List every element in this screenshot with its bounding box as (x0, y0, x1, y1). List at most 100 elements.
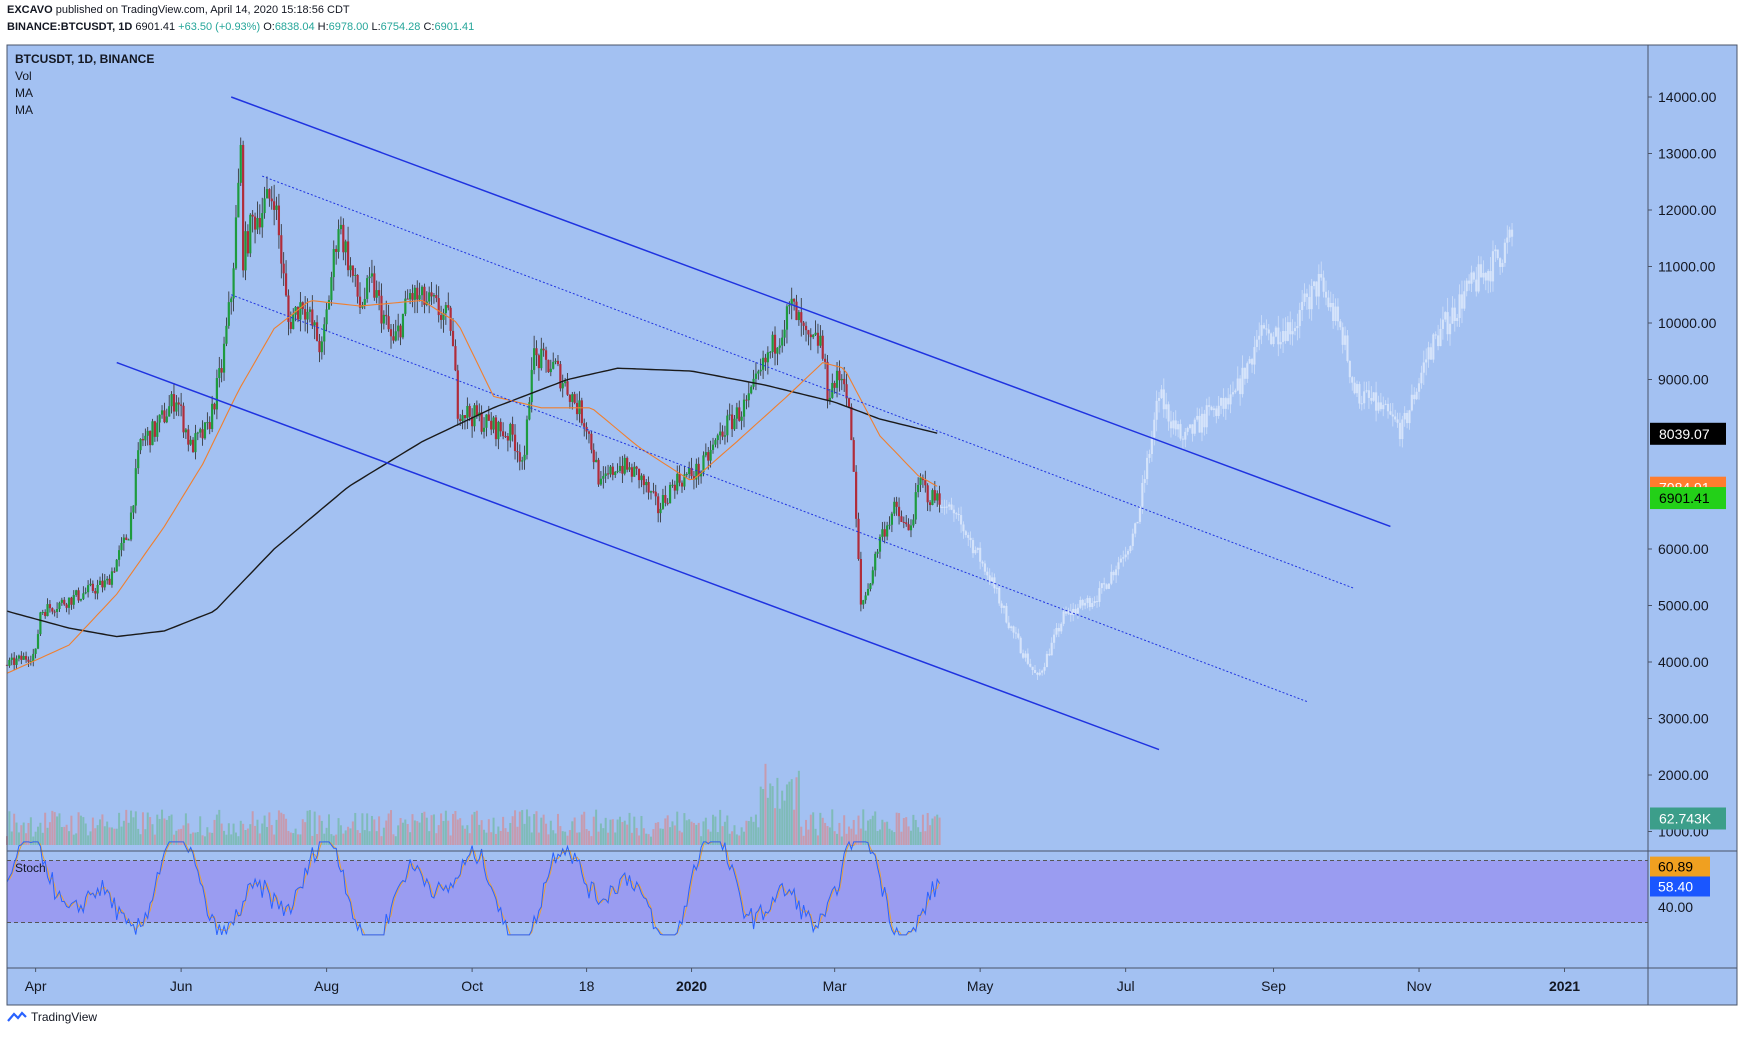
price-candle (246, 231, 250, 254)
time-tick-label: 18 (579, 978, 595, 994)
price-candle (308, 309, 312, 312)
volume-bar (411, 814, 414, 845)
price-candle (60, 599, 63, 603)
volume-bar (807, 829, 810, 845)
volume-bar (139, 834, 142, 845)
volume-bar (289, 832, 292, 845)
price-candle (32, 653, 35, 662)
volume-bar (437, 825, 440, 845)
projection-candle (1441, 319, 1444, 329)
price-candle (759, 369, 762, 372)
price-candle (609, 466, 612, 475)
projection-candle (1499, 258, 1502, 267)
volume-bar (847, 826, 850, 845)
projection-candle (1143, 479, 1146, 483)
projection-candle (1131, 533, 1134, 547)
volume-bar (354, 812, 357, 845)
projection-candle (1403, 412, 1406, 420)
time-tick-label: Jun (170, 978, 193, 994)
price-candle (294, 306, 297, 315)
channel-line-1[interactable] (230, 96, 1391, 528)
price-candle (163, 410, 166, 423)
stoch-label[interactable]: Stoch (15, 861, 46, 875)
volume-bar (864, 830, 867, 845)
volume-bar (852, 819, 855, 845)
volume-bar (65, 824, 68, 845)
stoch-d-price-label: 58.40 (1658, 878, 1693, 894)
volume-bar (769, 783, 772, 845)
volume-bar (549, 820, 552, 845)
price-candle (168, 406, 171, 417)
footer[interactable]: TradingView (7, 1010, 97, 1024)
volume-bar (654, 822, 657, 845)
price-candle (165, 416, 168, 423)
projection-candle (1239, 378, 1242, 395)
price-candle (304, 309, 307, 320)
price-tick-label: 3000.00 (1658, 711, 1709, 727)
legend-ma-1[interactable]: MA (15, 86, 33, 100)
volume-bar (392, 834, 395, 845)
projection-candle (1200, 413, 1204, 433)
volume-bar (871, 815, 874, 845)
projection-candle (1076, 607, 1080, 614)
projection-candle (1391, 414, 1394, 417)
volume-bar (878, 829, 881, 845)
projection-candle (1060, 623, 1063, 632)
projection-candle (1138, 506, 1142, 522)
price-candle (67, 597, 71, 608)
projection-candle (1410, 394, 1413, 411)
stoch-pane[interactable] (6, 840, 1648, 968)
price-candle (928, 502, 932, 505)
volume-bar (430, 815, 433, 845)
price-candle (847, 398, 851, 407)
volume-bar (907, 826, 910, 845)
price-candle (268, 189, 271, 199)
volume-bar (385, 820, 388, 845)
price-candle (258, 218, 261, 228)
price-candle (175, 402, 178, 412)
price-candle (864, 595, 867, 601)
price-candle (98, 580, 102, 585)
main-pane[interactable] (5, 45, 1648, 851)
legend-vol[interactable]: Vol (15, 69, 32, 83)
price-candle (509, 424, 512, 441)
volume-bar (537, 832, 540, 845)
price-candle (852, 440, 855, 472)
price-candle (764, 357, 767, 363)
price-candle (874, 553, 877, 571)
price-candle (683, 474, 686, 487)
volume-bar (890, 830, 893, 845)
price-candle (265, 189, 269, 199)
volume-bar (466, 825, 469, 845)
volume-bar (361, 813, 364, 845)
price-candle (380, 295, 383, 324)
time-tick-label: May (967, 978, 993, 994)
price-candle (10, 657, 13, 660)
projection-candle (1341, 327, 1344, 345)
volume-bar (254, 825, 257, 845)
volume-bar (363, 830, 366, 845)
price-candle (633, 466, 636, 477)
legend-ma-2[interactable]: MA (15, 103, 33, 117)
volume-bar (564, 831, 567, 845)
price-candle (840, 378, 843, 381)
price-candle (702, 455, 705, 473)
price-candle (585, 426, 588, 432)
volume-bar (132, 817, 135, 845)
price-candle (750, 386, 753, 394)
projection-candle (1372, 392, 1375, 401)
volume-bar (809, 814, 812, 845)
price-candle (668, 484, 672, 504)
volume-bar (826, 825, 829, 845)
channel-line-2[interactable] (262, 175, 1355, 590)
projection-candle (1234, 390, 1237, 393)
axes: 14000.00 13000.00 12000.00 11000.00 10000.00… (6, 44, 1738, 1006)
volume-bar (604, 817, 607, 845)
volume-bar (232, 823, 235, 845)
projection-candle (1446, 312, 1449, 335)
projection-candle (1260, 325, 1263, 336)
price-candle (320, 341, 323, 353)
channel-line-4[interactable] (116, 361, 1160, 751)
volume-bar (192, 832, 195, 845)
projection-candle (1327, 297, 1330, 308)
